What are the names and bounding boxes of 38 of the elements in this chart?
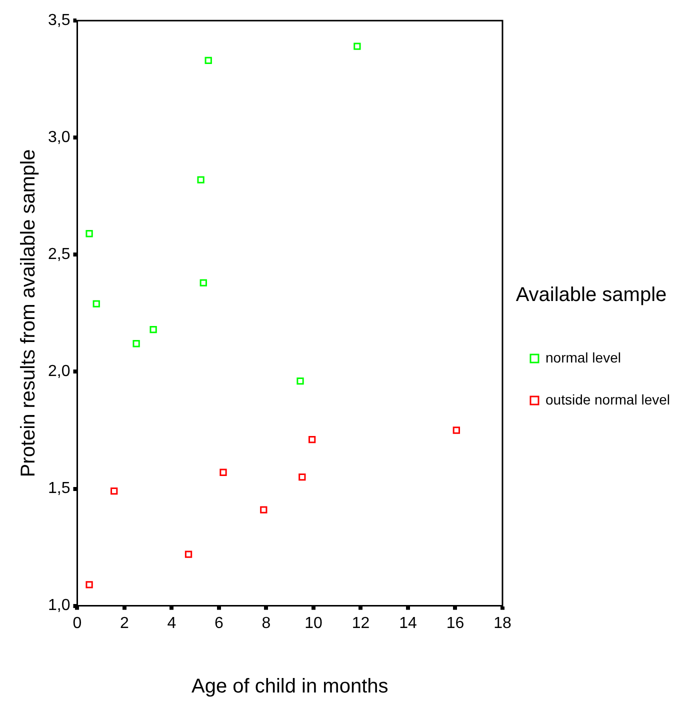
y-tick-label: 2,0 <box>48 363 70 380</box>
point <box>452 426 460 434</box>
x-tick-label: 14 <box>399 615 417 632</box>
y-tick-label: 1,5 <box>48 480 70 498</box>
x-tick-label: 16 <box>446 615 464 632</box>
point <box>86 230 93 238</box>
y-tick-label: 3,5 <box>48 12 70 30</box>
point <box>132 340 140 348</box>
x-axis-title: Age of child in months <box>191 676 388 698</box>
point <box>197 176 204 184</box>
y-tick-label: 1,0 <box>48 597 70 614</box>
y-tick-label: 2,5 <box>48 246 70 264</box>
point <box>184 550 192 558</box>
point <box>308 436 316 444</box>
x-tick-label: 0 <box>72 615 82 632</box>
x-tick-label: 2 <box>120 615 130 632</box>
x-tick-label: 4 <box>167 615 176 632</box>
point <box>92 300 100 308</box>
y-axis-title: Protein results from available sample <box>18 149 40 478</box>
point <box>110 488 118 495</box>
y-tick-label: 3,0 <box>48 129 70 146</box>
point <box>150 326 157 334</box>
point <box>204 56 212 64</box>
point <box>298 473 306 481</box>
x-tick-label: 8 <box>262 615 271 632</box>
point <box>86 581 93 588</box>
x-tick-label: 10 <box>304 615 322 632</box>
legend-label: outside normal level <box>545 391 670 408</box>
point <box>260 506 268 514</box>
x-tick-label: 18 <box>494 615 512 632</box>
point <box>220 468 227 476</box>
point <box>200 279 207 286</box>
x-tick-label: 6 <box>214 615 224 632</box>
x-tick-label: 12 <box>352 615 370 632</box>
legend-label: normal level <box>545 349 621 366</box>
point <box>354 42 361 50</box>
point <box>296 378 304 385</box>
legend-title: Available sample <box>516 284 667 306</box>
